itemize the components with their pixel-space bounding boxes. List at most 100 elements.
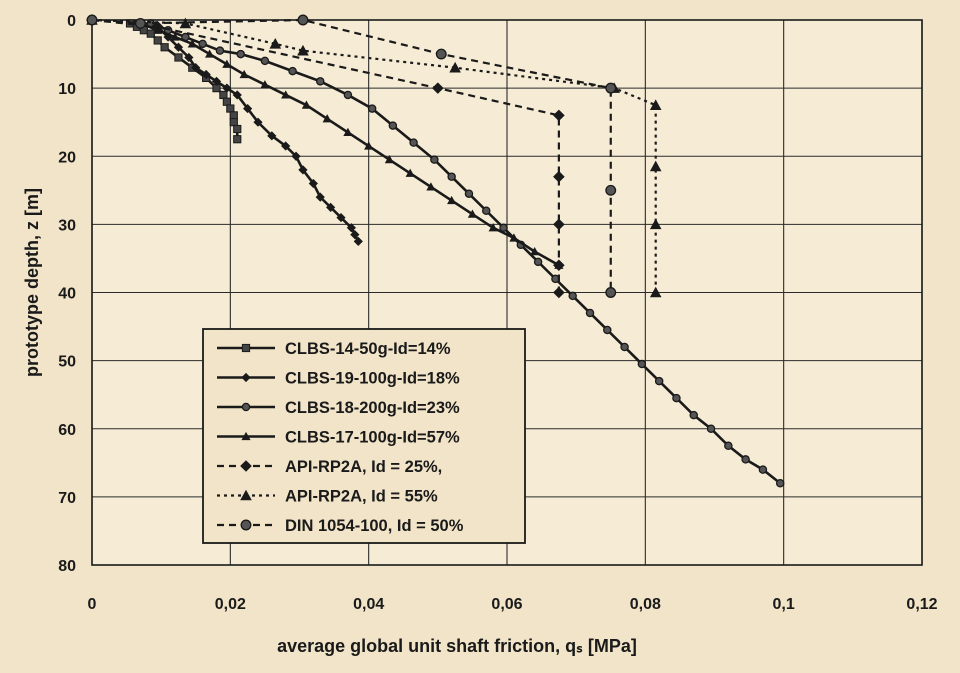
data-point xyxy=(226,104,235,113)
data-point xyxy=(405,168,415,177)
data-point xyxy=(553,109,565,122)
data-point xyxy=(343,90,353,100)
y-tick-label: 50 xyxy=(58,354,76,371)
legend-item: CLBS-14-50g-Id=14% xyxy=(217,340,451,358)
data-point xyxy=(236,49,245,59)
data-point xyxy=(758,465,768,474)
legend-item: API-RP2A, Id = 55% xyxy=(217,488,438,506)
y-tick-label: 60 xyxy=(58,422,76,439)
x-tick-label: 0,02 xyxy=(215,596,246,613)
data-point xyxy=(603,325,612,335)
x-tick-label: 0,1 xyxy=(773,596,795,613)
series-line xyxy=(139,22,560,267)
data-point xyxy=(281,141,291,151)
data-point xyxy=(153,36,162,45)
data-point xyxy=(326,202,336,212)
legend-label: CLBS-17-100g-Id=57% xyxy=(285,429,460,447)
data-point xyxy=(243,103,253,114)
x-tick-label: 0,06 xyxy=(491,596,522,613)
data-point xyxy=(353,236,363,247)
data-point xyxy=(388,121,398,130)
data-point xyxy=(553,286,565,299)
data-point xyxy=(134,17,146,29)
x-tick-label: 0,12 xyxy=(906,596,937,613)
data-point xyxy=(201,69,211,80)
data-point xyxy=(706,424,716,433)
data-point xyxy=(315,192,325,202)
data-point xyxy=(204,49,215,58)
legend-label: API-RP2A, Id = 55% xyxy=(285,488,438,506)
series-4 xyxy=(135,18,564,269)
data-point xyxy=(430,155,439,164)
data-point xyxy=(447,195,457,205)
legend-item: DIN 1054-100, Id = 50% xyxy=(217,517,464,535)
legend-swatch-marker xyxy=(240,489,252,501)
data-point xyxy=(346,223,356,233)
data-point xyxy=(211,76,222,86)
data-point xyxy=(585,308,595,318)
data-point xyxy=(315,77,325,86)
data-point xyxy=(672,393,681,403)
plot-border xyxy=(91,19,923,566)
legend-swatch-marker xyxy=(241,431,251,441)
data-point xyxy=(553,170,565,183)
data-point xyxy=(86,14,98,26)
data-point xyxy=(364,141,374,150)
y-tick-label: 20 xyxy=(58,149,76,166)
data-point xyxy=(605,287,617,298)
series-line xyxy=(150,22,782,485)
data-point xyxy=(288,66,297,76)
data-point xyxy=(322,114,332,123)
data-point xyxy=(426,182,436,191)
data-point xyxy=(649,218,662,230)
data-point xyxy=(741,455,750,464)
data-point xyxy=(222,83,232,93)
legend-swatch-marker xyxy=(241,372,251,383)
data-point xyxy=(649,160,662,172)
legend: CLBS-14-50g-Id=14% CLBS-19-100g-Id=18% CLB… xyxy=(202,328,526,544)
data-point xyxy=(239,69,249,79)
data-point xyxy=(689,410,699,420)
data-point xyxy=(160,43,169,52)
data-point xyxy=(649,99,662,110)
data-point xyxy=(232,90,242,100)
data-point xyxy=(173,42,184,52)
x-tick-label: 0 xyxy=(88,596,97,613)
data-point xyxy=(775,478,785,488)
data-point xyxy=(409,138,418,147)
legend-item: CLBS-17-100g-Id=57% xyxy=(217,429,460,447)
data-point xyxy=(233,135,242,144)
data-point xyxy=(637,359,647,369)
data-point xyxy=(488,223,498,232)
data-point xyxy=(191,63,201,73)
data-point xyxy=(291,151,301,161)
legend-label: DIN 1054-100, Id = 50% xyxy=(285,517,464,535)
data-point xyxy=(170,32,180,41)
x-tick-label: 0,04 xyxy=(353,596,384,613)
data-point xyxy=(215,46,225,55)
data-point xyxy=(435,48,447,60)
data-point xyxy=(301,100,312,109)
y-axis-title: prototype depth, z [m] xyxy=(22,188,42,377)
data-point xyxy=(174,53,183,62)
data-point xyxy=(530,247,540,256)
data-point xyxy=(464,189,474,198)
legend-item: CLBS-19-100g-Id=18% xyxy=(217,370,460,388)
series-line xyxy=(91,18,560,293)
data-point xyxy=(568,291,577,301)
data-point xyxy=(229,111,238,120)
x-tick-label: 0,08 xyxy=(630,596,661,613)
legend-label: CLBS-19-100g-Id=18% xyxy=(285,370,460,388)
data-point xyxy=(253,117,263,127)
y-tick-label: 10 xyxy=(58,81,76,98)
data-point xyxy=(724,441,733,451)
data-point xyxy=(297,44,309,56)
data-point xyxy=(447,172,456,181)
data-point xyxy=(281,90,291,99)
data-point xyxy=(222,59,232,68)
data-point xyxy=(222,97,231,106)
data-point xyxy=(269,38,282,49)
data-point xyxy=(219,90,228,100)
